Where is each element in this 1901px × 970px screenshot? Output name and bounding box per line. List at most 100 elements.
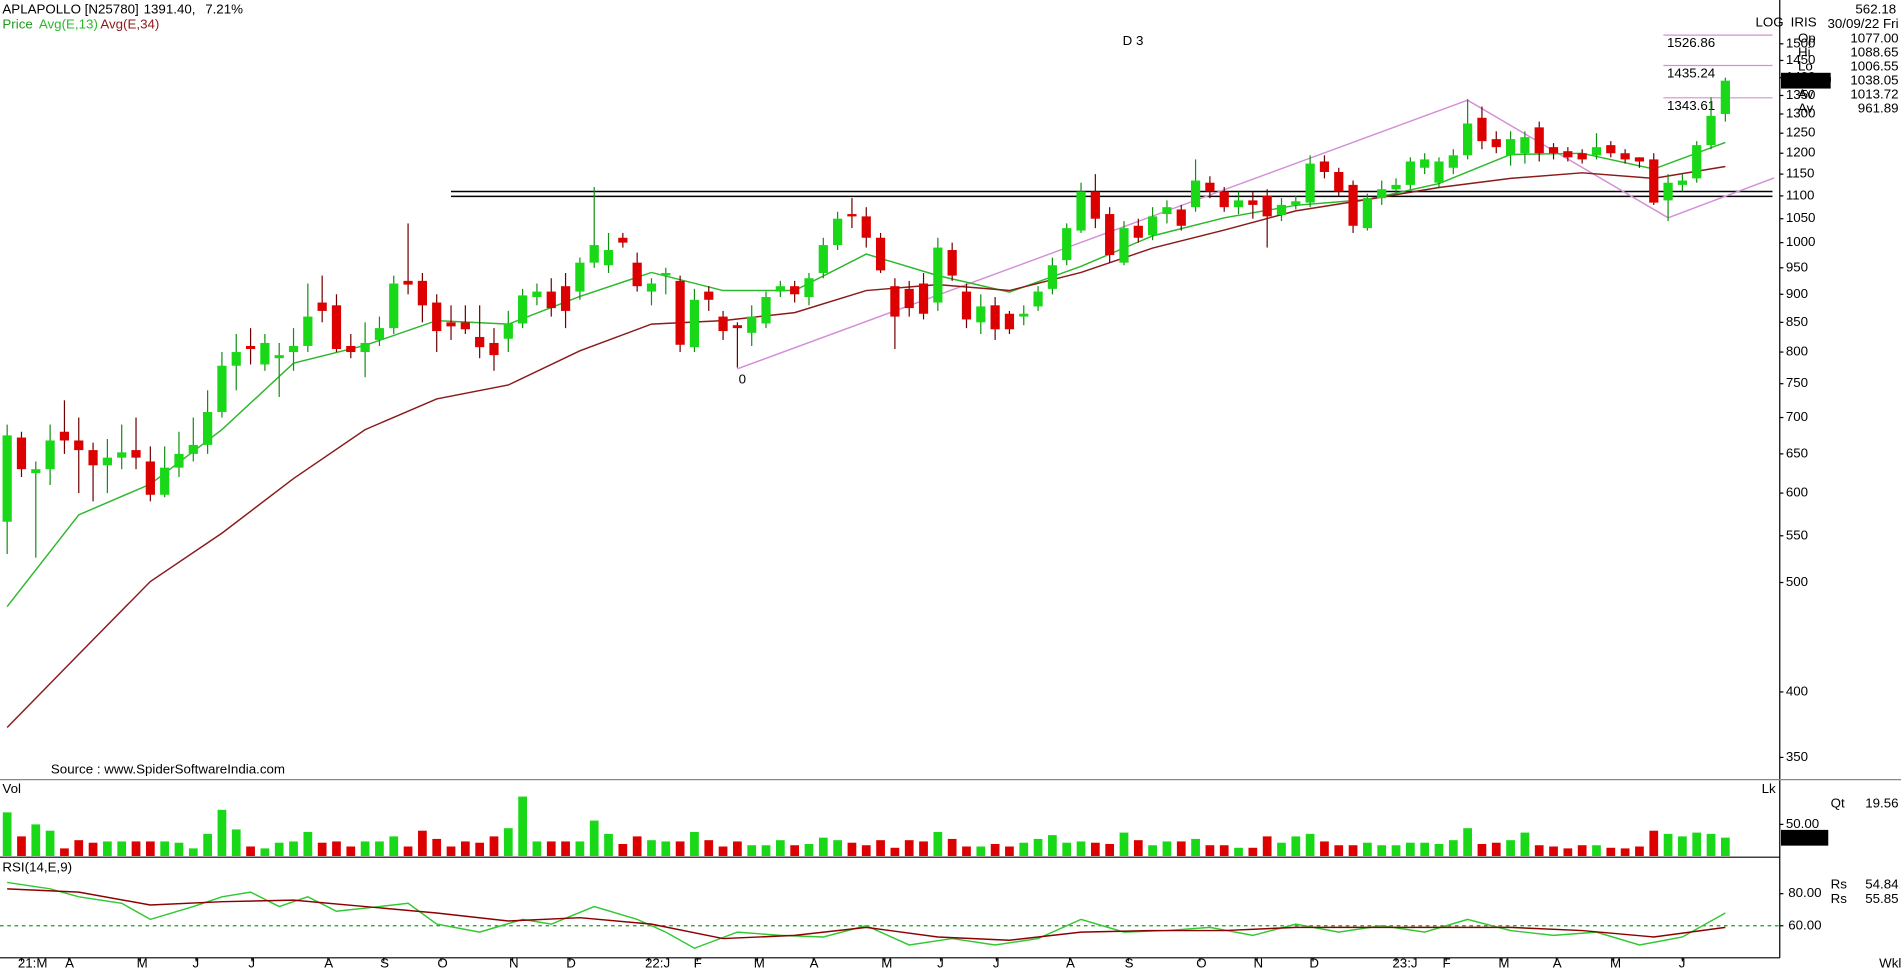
x-tick-label: O: [437, 955, 447, 970]
volume-bar: [1248, 847, 1258, 856]
volume-bar: [1620, 848, 1630, 856]
candle-body: [1319, 161, 1330, 172]
rsi-line: [7, 888, 1726, 941]
candle-body: [1248, 200, 1258, 205]
candle-body: [704, 291, 714, 300]
volume-bar: [360, 841, 370, 856]
source: Source : www.SpiderSoftwareIndia.com: [51, 761, 285, 776]
volume-bar: [346, 846, 356, 856]
volume-bar: [919, 841, 928, 856]
stat-label: Qt: [1831, 795, 1845, 810]
volume-bar: [260, 848, 270, 856]
candle-body: [818, 245, 828, 273]
volume-bar: [17, 836, 26, 856]
volume-bar: [403, 846, 413, 856]
candle-body: [460, 322, 470, 330]
x-tick-label: S: [380, 955, 389, 970]
info-value: 1077.00: [1850, 30, 1898, 45]
y-tick-label: 600: [1786, 485, 1808, 500]
volume-bar: [575, 841, 585, 856]
candle-body: [689, 299, 700, 348]
candle-body: [1634, 157, 1645, 162]
volume-bar: [1377, 845, 1387, 856]
volume-bar: [375, 841, 384, 856]
volume-bar: [117, 841, 127, 856]
volume-bar: [1291, 836, 1301, 856]
y-tick-label: 1350: [1786, 87, 1816, 102]
x-tick-label: D: [1309, 955, 1319, 970]
fib-label: 1526.86: [1667, 35, 1715, 50]
volume-bar: [475, 842, 485, 856]
candle-body: [1362, 198, 1373, 229]
candle-body: [1276, 204, 1287, 215]
candle-body: [288, 345, 299, 353]
header: APLAPOLLO [N25780] 1391.40, 7.21%: [2, 1, 243, 16]
candle-body: [1434, 161, 1444, 183]
x-tick-label: 21:M: [18, 955, 48, 970]
legend-entry: Avg(E,34): [100, 16, 159, 31]
x-tick-label: A: [65, 955, 74, 970]
candle-body: [274, 355, 284, 359]
y-tick-label: 400: [1786, 683, 1808, 698]
volume-bar: [675, 841, 685, 856]
volume-bar: [1234, 847, 1243, 856]
volume-bar: [460, 841, 470, 856]
fib-label: 1435.24: [1667, 65, 1716, 80]
volume-bar: [1592, 845, 1601, 856]
volume-bar: [1048, 835, 1057, 856]
candle-body: [88, 450, 98, 466]
candle-body: [1348, 184, 1358, 226]
candle-body: [59, 431, 70, 441]
y-tick-label: 50.00: [1786, 816, 1819, 831]
candle-body: [833, 218, 843, 246]
candle-body: [632, 262, 642, 287]
candle-body: [1004, 313, 1015, 330]
volume-bar: [503, 828, 513, 856]
candle-body: [1620, 153, 1630, 160]
candle-body: [131, 450, 141, 458]
volume-bar: [131, 841, 141, 856]
candle-body: [1377, 189, 1387, 199]
candle-body: [1219, 191, 1229, 208]
candle-body: [117, 452, 127, 458]
candle-body: [1692, 145, 1702, 179]
candle-body: [160, 467, 170, 495]
price-tag: [1780, 72, 1831, 89]
candle-body: [918, 283, 929, 314]
candle-body: [1563, 151, 1573, 158]
x-tick-label: A: [324, 955, 333, 970]
volume-bar: [790, 845, 800, 856]
volume-bar: [145, 841, 155, 856]
candle-body: [16, 437, 27, 470]
volume-bar: [1162, 841, 1172, 856]
volume-bar: [74, 840, 84, 856]
volume-bar: [1649, 830, 1659, 856]
scale-label: LOG: [1756, 15, 1784, 30]
volume-bar: [1391, 845, 1401, 856]
y-tick-label: 750: [1786, 375, 1808, 390]
volume-bar: [1005, 846, 1014, 856]
candle-body: [761, 297, 771, 324]
volume-bar: [1534, 845, 1544, 856]
volume-bar: [303, 831, 313, 856]
volume-bar: [632, 836, 642, 856]
volume-bar: [317, 842, 327, 856]
candle-body: [360, 342, 370, 353]
x-tick-label: J: [993, 955, 1000, 970]
symbol: APLAPOLLO [N25780]: [2, 1, 138, 16]
volume-bar: [1463, 828, 1472, 856]
volume-bar: [589, 820, 599, 856]
x-tick-label: A: [1553, 955, 1562, 970]
candle-body: [575, 262, 585, 292]
legend-entry: Avg(E,13): [39, 16, 98, 31]
candle-body: [1505, 139, 1516, 156]
candle-body: [775, 286, 785, 292]
volume-bar: [432, 838, 442, 856]
volume-bar: [1219, 845, 1229, 856]
volume-bar: [231, 829, 241, 856]
volume-bar: [775, 840, 785, 856]
candle-body: [976, 306, 986, 323]
y-tick-label: 1450: [1786, 52, 1816, 67]
